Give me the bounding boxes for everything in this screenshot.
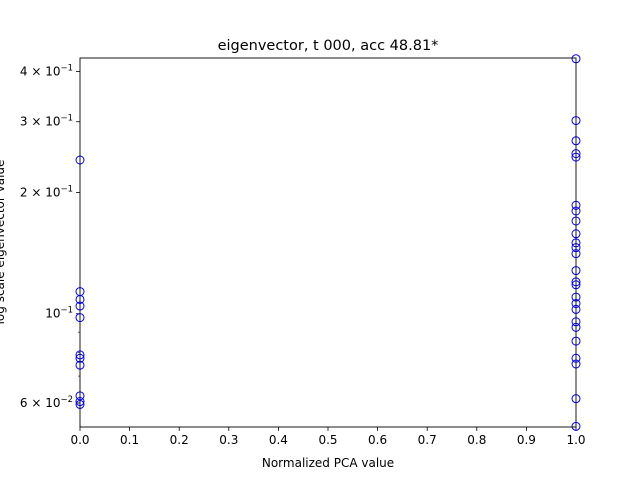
x-tick-label: 0.1 (120, 433, 139, 447)
x-axis-label: Normalized PCA value (262, 456, 394, 470)
y-axis-ticks: 6 × 10−2 10−1 2 × 10−1 3 × 10−1 4 × 10−1 (20, 63, 80, 410)
chart-title: eigenvector, t 000, acc 48.81* (218, 38, 439, 54)
x-tick-label: 0.9 (517, 433, 536, 447)
y-axis-label: log scale eigenvector value (0, 160, 7, 325)
y-tick-label: 4 × 10−1 (20, 63, 73, 78)
y-tick-label: 6 × 10−2 (20, 395, 73, 410)
y-tick-label: 3 × 10−1 (20, 114, 73, 129)
x-axis-ticks: 0.0 0.1 0.2 0.3 0.4 0.5 0.6 0.7 0.8 0.9 1.0 (70, 427, 586, 447)
x-tick-label: 0.4 (269, 433, 288, 447)
plot-frame (79, 57, 577, 428)
x-tick-label: 0.0 (70, 433, 89, 447)
x-tick-label: 0.2 (170, 433, 189, 447)
y-tick-label: 2 × 10−1 (20, 185, 73, 200)
x-tick-label: 0.7 (418, 433, 437, 447)
x-tick-label: 0.5 (318, 433, 337, 447)
plot-area (80, 58, 576, 427)
x-tick-label: 0.6 (368, 433, 387, 447)
x-tick-label: 1.0 (566, 433, 585, 447)
x-tick-label: 0.8 (467, 433, 486, 447)
y-tick-label: 10−1 (45, 306, 73, 321)
x-tick-label: 0.3 (219, 433, 238, 447)
